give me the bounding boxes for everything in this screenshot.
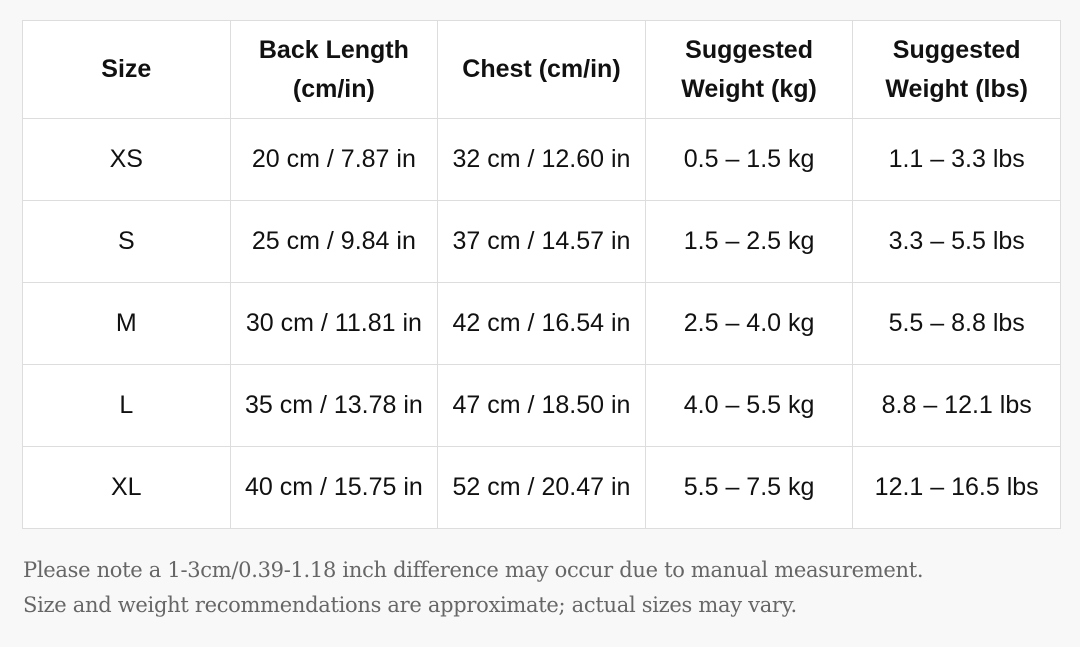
table-cell: M bbox=[22, 282, 231, 365]
table-cell: 52 cm / 20.47 in bbox=[437, 446, 646, 529]
table-cell: 47 cm / 18.50 in bbox=[437, 364, 646, 447]
table-cell: 35 cm / 13.78 in bbox=[229, 364, 439, 447]
header-cell: Suggested Weight (lbs) bbox=[852, 20, 1061, 119]
table-cell: 20 cm / 7.87 in bbox=[229, 118, 439, 201]
table-cell: 25 cm / 9.84 in bbox=[229, 200, 439, 283]
table-cell: 3.3 – 5.5 lbs bbox=[852, 200, 1061, 283]
table-cell: 37 cm / 14.57 in bbox=[437, 200, 646, 283]
table-cell: 30 cm / 11.81 in bbox=[229, 282, 439, 365]
table-cell: 1.5 – 2.5 kg bbox=[644, 200, 854, 283]
table-cell: 12.1 – 16.5 lbs bbox=[852, 446, 1061, 529]
table-cell: 5.5 – 8.8 lbs bbox=[852, 282, 1061, 365]
table-row: L 35 cm / 13.78 in 47 cm / 18.50 in 4.0 – 5… bbox=[22, 364, 1061, 447]
table-cell: 1.1 – 3.3 lbs bbox=[852, 118, 1061, 201]
note-line: Size and weight recommendations are appr… bbox=[23, 593, 797, 617]
table-cell: XL bbox=[22, 446, 231, 529]
table-cell: XS bbox=[22, 118, 231, 201]
table-row: M 30 cm / 11.81 in 42 cm / 16.54 in 2.5 – 4… bbox=[22, 282, 1061, 365]
header-cell: Back Length (cm/in) bbox=[229, 20, 439, 119]
table-cell: 5.5 – 7.5 kg bbox=[644, 446, 854, 529]
table-cell: 40 cm / 15.75 in bbox=[229, 446, 439, 529]
header-cell: Chest (cm/in) bbox=[437, 20, 646, 119]
table-cell: 42 cm / 16.54 in bbox=[437, 282, 646, 365]
table-cell: 2.5 – 4.0 kg bbox=[644, 282, 854, 365]
table-cell: 32 cm / 12.60 in bbox=[437, 118, 646, 201]
table-cell: 0.5 – 1.5 kg bbox=[644, 118, 854, 201]
table-cell: 4.0 – 5.5 kg bbox=[644, 364, 854, 447]
header-cell: Suggested Weight (kg) bbox=[644, 20, 854, 119]
table-row: XS 20 cm / 7.87 in 32 cm / 12.60 in 0.5 – 1… bbox=[22, 118, 1061, 201]
note-line: Please note a 1-3cm/0.39-1.18 inch diffe… bbox=[23, 558, 924, 582]
table-cell: S bbox=[22, 200, 231, 283]
size-table: Size Back Length (cm/in) Chest (cm/in) Sugg… bbox=[22, 20, 1061, 529]
table-cell: L bbox=[22, 364, 231, 447]
table-row: S 25 cm / 9.84 in 37 cm / 14.57 in 1.5 – 2.… bbox=[22, 200, 1061, 283]
table-row: XL 40 cm / 15.75 in 52 cm / 20.47 in 5.5 – … bbox=[22, 446, 1061, 529]
table-cell: 8.8 – 12.1 lbs bbox=[852, 364, 1061, 447]
notes: Please note a 1-3cm/0.39-1.18 inch diffe… bbox=[23, 553, 924, 623]
header-cell: Size bbox=[22, 20, 231, 119]
